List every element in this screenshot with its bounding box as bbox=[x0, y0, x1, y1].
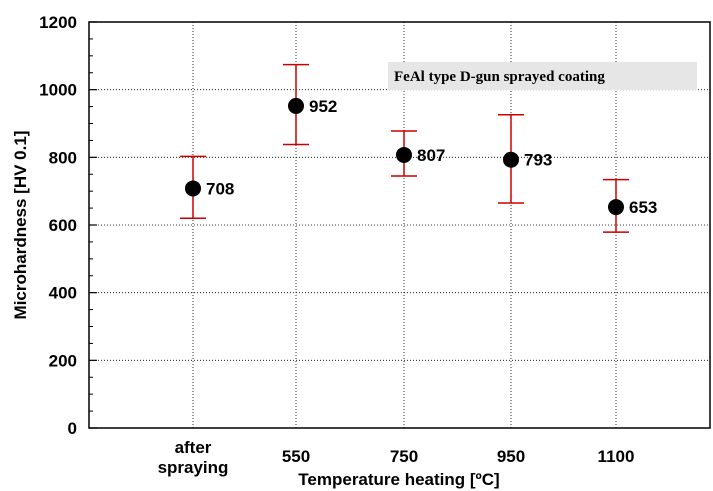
data-points bbox=[185, 97, 624, 216]
data-label: 793 bbox=[524, 151, 552, 170]
data-label: 708 bbox=[206, 179, 234, 198]
y-tick-label: 0 bbox=[68, 419, 77, 438]
x-tick-label: 950 bbox=[497, 447, 525, 466]
annotation-text: FeAl type D-gun sprayed coating bbox=[394, 69, 605, 85]
y-ticks: 0 200 400 600 800 1000 1200 bbox=[39, 13, 97, 438]
data-labels: 708 952 807 793 653 bbox=[206, 97, 657, 217]
y-tick-label: 800 bbox=[49, 148, 77, 167]
y-tick-label: 600 bbox=[49, 216, 77, 235]
y-tick-label: 400 bbox=[49, 284, 77, 303]
data-label: 952 bbox=[309, 97, 337, 116]
data-point bbox=[288, 97, 304, 114]
y-tick-label: 1000 bbox=[39, 81, 77, 100]
y-tick-label: 1200 bbox=[39, 13, 77, 32]
annotation-background bbox=[388, 62, 697, 90]
x-axis-title: Temperature heating [ºC] bbox=[298, 470, 499, 489]
data-label: 653 bbox=[629, 198, 657, 217]
annotation-box: FeAl type D-gun sprayed coating bbox=[388, 62, 697, 90]
data-label: 807 bbox=[417, 146, 445, 165]
data-point bbox=[503, 151, 519, 168]
data-point bbox=[396, 146, 412, 163]
y-tick-label: 200 bbox=[49, 351, 77, 370]
data-point bbox=[608, 199, 624, 216]
x-tick-label: 1100 bbox=[598, 447, 635, 466]
y-axis-title: Microhardness [HV 0.1] bbox=[11, 131, 30, 320]
x-tick-label: 550 bbox=[282, 447, 310, 466]
data-point bbox=[185, 180, 201, 197]
x-tick-label: after spraying bbox=[158, 438, 229, 477]
x-ticks: after spraying 550 750 950 1100 bbox=[158, 438, 635, 477]
x-tick-label: 750 bbox=[390, 447, 418, 466]
